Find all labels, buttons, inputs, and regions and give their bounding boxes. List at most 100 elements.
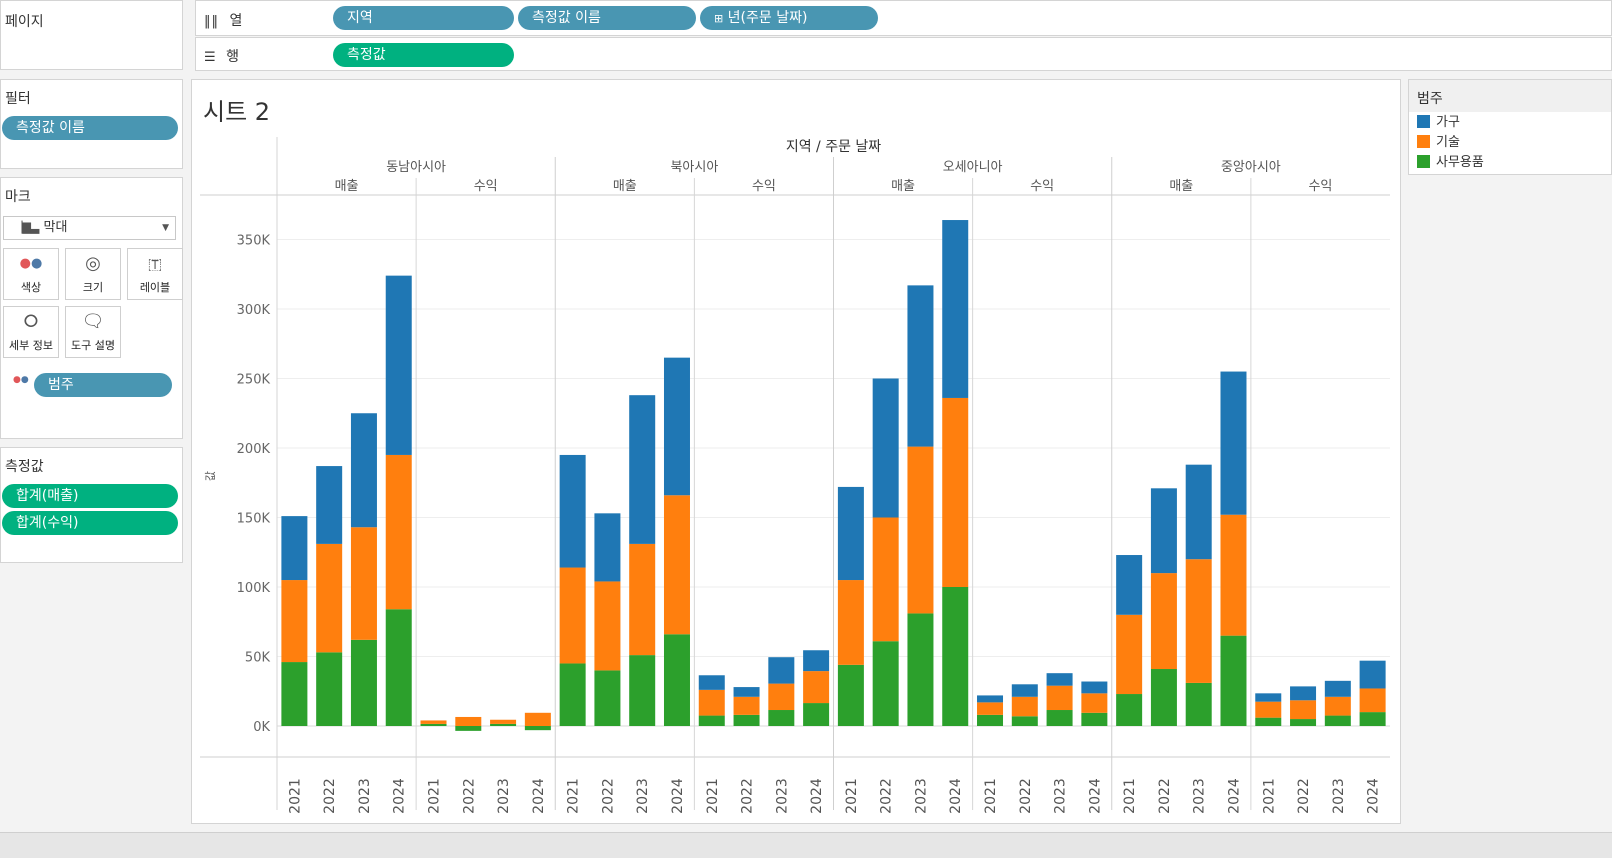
detail-button[interactable]: ⭘ 세부 정보 <box>3 306 59 358</box>
bar-segment <box>907 446 934 614</box>
filter-pill-measure-names[interactable]: 측정값 이름 <box>2 116 178 140</box>
bar-segment <box>837 580 864 665</box>
mark-type-dropdown[interactable]: ▕▇▃ 막대 ▼ <box>3 216 176 240</box>
bar-segment <box>490 723 517 726</box>
legend-item-furniture[interactable]: 가구 <box>1417 115 1460 133</box>
bar-segment <box>281 662 308 726</box>
bar-segment <box>872 378 899 518</box>
column-pill-region[interactable]: 지역 <box>333 6 514 30</box>
bar-segment <box>907 285 934 447</box>
plus-box-icon: ⊞ <box>714 12 724 25</box>
rows-shelf-label: ☰ 행 <box>204 46 239 66</box>
sheet-tab-strip[interactable] <box>0 832 1612 858</box>
x-tick-label: 2023 <box>635 778 651 814</box>
color-pill-category[interactable]: 범주 <box>34 373 172 397</box>
bar-segment <box>420 723 447 726</box>
x-tick-label: 2021 <box>1261 778 1277 814</box>
y-axis-label: 값 <box>204 471 217 481</box>
pages-title: 페이지 <box>5 14 44 30</box>
bar-chart-icon: ▕▇▃ <box>14 221 40 234</box>
measure-header: 매출 <box>1169 179 1193 194</box>
columns-shelf[interactable]: ‖‖ 열 지역 측정값 이름 ⊞ 년(주문 날짜) <box>195 0 1612 36</box>
bar-segment <box>977 695 1004 703</box>
marks-title: 마크 <box>5 189 31 205</box>
bar-segment <box>663 495 690 635</box>
bar-segment <box>1359 688 1386 713</box>
x-tick-label: 2023 <box>1331 778 1347 814</box>
rows-label-text: 행 <box>226 49 239 65</box>
label-T-icon: 🇹 <box>147 254 163 273</box>
bar-segment <box>663 634 690 726</box>
legend-swatch <box>1417 115 1430 128</box>
bar-segment <box>1290 686 1317 701</box>
bar-segment <box>1185 464 1212 560</box>
x-tick-label: 2022 <box>879 778 895 814</box>
legend-item-technology[interactable]: 기술 <box>1417 135 1460 153</box>
bar-segment <box>837 486 864 581</box>
color-button[interactable]: ●● 색상 <box>3 248 59 300</box>
label-button[interactable]: 🇹 레이블 <box>127 248 183 300</box>
column-pill-order-year[interactable]: ⊞ 년(주문 날짜) <box>700 6 878 30</box>
x-tick-label: 2022 <box>461 778 477 814</box>
legend-swatch <box>1417 135 1430 148</box>
measure-pill-profit[interactable]: 합계(수익) <box>2 511 178 535</box>
size-button[interactable]: ◎ 크기 <box>65 248 121 300</box>
x-tick-label: 2023 <box>774 778 790 814</box>
x-tick-label: 2023 <box>496 778 512 814</box>
bar-segment <box>1116 694 1143 726</box>
bar-segment <box>698 715 725 726</box>
bar-segment <box>1046 710 1073 726</box>
y-tick-label: 200K <box>237 442 271 457</box>
x-tick-label: 2023 <box>1053 778 1069 814</box>
x-tick-label: 2022 <box>1296 778 1312 814</box>
x-tick-label: 2024 <box>948 778 964 814</box>
bar-segment <box>1324 715 1351 726</box>
bar-segment <box>977 702 1004 715</box>
x-tick-label: 2021 <box>983 778 999 814</box>
bar-segment <box>1150 573 1177 670</box>
bar-segment <box>455 726 482 731</box>
columns-shelf-label: ‖‖ 열 <box>204 10 242 30</box>
row-pill-measure-values[interactable]: 측정값 <box>333 43 514 67</box>
legend-label: 가구 <box>1436 115 1460 130</box>
column-pill-order-year-label: 년(주문 날짜) <box>727 10 808 26</box>
legend-title: 범주 <box>1417 91 1443 107</box>
bar-segment <box>1255 701 1282 718</box>
sheet-title: 시트 2 <box>203 98 271 126</box>
bar-segment <box>559 454 586 568</box>
rows-shelf[interactable]: ☰ 행 측정값 <box>195 37 1612 71</box>
measure-header: 수익 <box>1030 179 1054 194</box>
measure-pill-sales[interactable]: 합계(매출) <box>2 484 178 508</box>
x-tick-label: 2021 <box>427 778 443 814</box>
column-pill-measure-names[interactable]: 측정값 이름 <box>518 6 696 30</box>
y-tick-label: 150K <box>237 512 271 527</box>
bar-segment <box>1185 559 1212 683</box>
bar-segment <box>977 714 1004 726</box>
region-header: 오세아니아 <box>943 160 1003 175</box>
bar-segment <box>803 703 830 726</box>
tooltip-button-label: 도구 설명 <box>71 339 115 352</box>
bar-segment <box>594 670 621 726</box>
bar-segment <box>1185 682 1212 726</box>
x-tick-label: 2021 <box>844 778 860 814</box>
measure-header: 수익 <box>1308 179 1332 194</box>
y-tick-label: 300K <box>237 303 271 318</box>
x-tick-label: 2022 <box>740 778 756 814</box>
mark-type-value: 막대 <box>43 220 68 235</box>
tooltip-button[interactable]: 🗨 도구 설명 <box>65 306 121 358</box>
bar-segment <box>559 567 586 664</box>
bar-segment <box>1116 555 1143 615</box>
bar-segment <box>942 397 969 587</box>
legend-item-office-supplies[interactable]: 사무용품 <box>1417 155 1484 173</box>
bar-segment <box>1255 693 1282 702</box>
color-dots-icon: ●● <box>13 375 29 385</box>
chevron-down-icon: ▼ <box>162 223 169 233</box>
tooltip-icon: 🗨 <box>81 311 105 332</box>
color-dots-icon: ●● <box>19 256 43 271</box>
bar-segment <box>1359 660 1386 689</box>
bar-segment <box>733 687 760 697</box>
bar-segment <box>803 671 830 704</box>
measure-header: 매출 <box>335 179 359 194</box>
y-tick-label: 0K <box>253 720 270 735</box>
bar-segment <box>872 517 899 642</box>
